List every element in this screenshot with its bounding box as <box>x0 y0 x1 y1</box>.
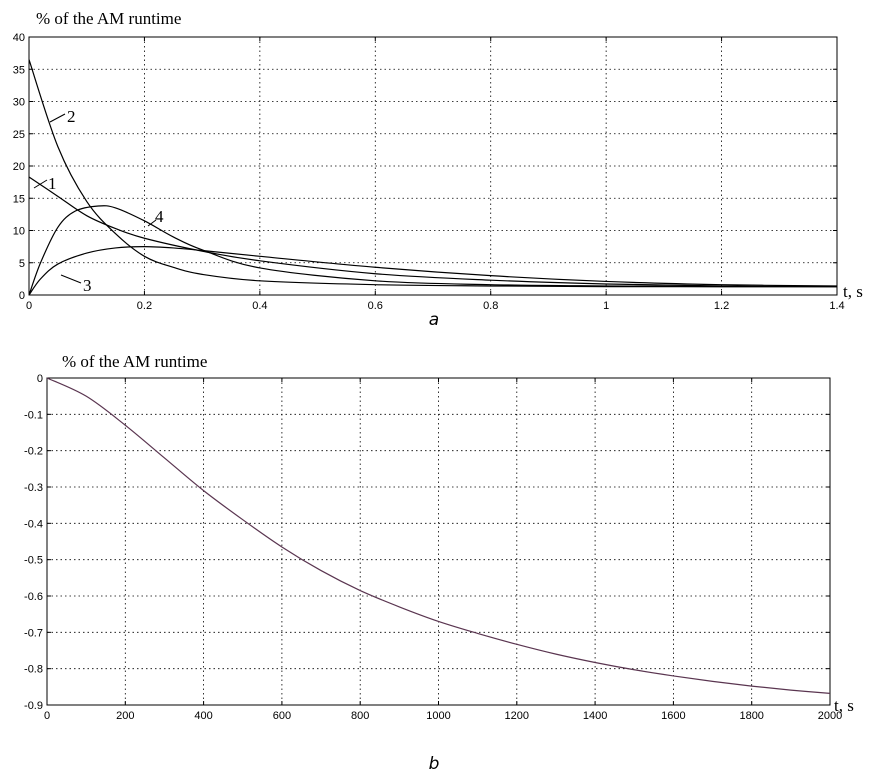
x-tick-label: 200 <box>116 710 134 722</box>
x-tick-label: 600 <box>273 710 291 722</box>
panel-caption: b <box>429 754 440 771</box>
curve-label-leader <box>33 179 48 189</box>
y-tick-label: -0.7 <box>24 627 43 639</box>
x-tick-label: 0 <box>26 300 32 312</box>
curve-label-leader <box>147 219 157 227</box>
x-tick-label: 0.4 <box>252 300 267 312</box>
x-axis-label: t, s <box>843 282 863 301</box>
y-tick-label: 25 <box>13 129 25 141</box>
x-tick-label: 800 <box>351 710 369 722</box>
chart-panel-b: 0 200 400 600 800 1000 1200 1400 1600 1800 20000-0… <box>24 352 854 771</box>
x-tick-label: 0.8 <box>483 300 498 312</box>
x-tick-label: 1600 <box>661 710 685 722</box>
series-line-3 <box>28 246 838 296</box>
y-tick-label: -0.2 <box>24 446 43 458</box>
y-tick-label: -0.6 <box>24 591 43 603</box>
y-axis-label: % of the AM runtime <box>62 352 207 371</box>
curve-label-leader <box>60 274 82 284</box>
y-tick-label: 0 <box>37 373 43 385</box>
series-line <box>46 377 831 694</box>
x-tick-label: 1400 <box>583 710 607 722</box>
y-tick-label: 0 <box>19 290 25 302</box>
curve-number-label: 2 <box>67 107 76 126</box>
x-tick-label: 0 <box>44 710 50 722</box>
x-tick-label: 0.2 <box>137 300 152 312</box>
y-tick-label: -0.5 <box>24 555 43 567</box>
y-axis-label: % of the AM runtime <box>36 9 181 28</box>
panel-caption: a <box>429 310 439 330</box>
x-tick-label: 1000 <box>426 710 450 722</box>
y-tick-label: 10 <box>13 226 25 238</box>
series-line-2 <box>28 59 837 288</box>
x-tick-label: 1.2 <box>714 300 729 312</box>
y-tick-label: 40 <box>13 32 25 44</box>
x-tick-label: 1 <box>603 300 609 312</box>
y-tick-label: -0.8 <box>24 664 43 676</box>
y-tick-label: 30 <box>13 97 25 109</box>
plot-frame <box>28 36 838 296</box>
series-line-4 <box>28 205 838 296</box>
x-tick-label: 400 <box>194 710 212 722</box>
y-tick-label: -0.1 <box>24 409 43 421</box>
x-tick-label: 1800 <box>739 710 763 722</box>
x-tick-label: 2000 <box>818 710 842 722</box>
curve-number-label: 3 <box>83 276 92 295</box>
y-tick-label: 5 <box>19 258 25 270</box>
curve-label-leader <box>49 113 66 123</box>
chart-panel-a: 0 0.2 0.4 0.6 0.8 1 1.2 1.4 0 5 10 15 20 25 30 35 40 % of… <box>13 9 863 330</box>
plot-frame <box>46 377 831 706</box>
y-tick-label: 20 <box>13 161 25 173</box>
x-axis-label: t, s <box>834 696 854 715</box>
y-tick-label: -0.3 <box>24 482 43 494</box>
y-tick-label: 15 <box>13 193 25 205</box>
x-tick-label: 0.6 <box>368 300 383 312</box>
y-tick-label: 35 <box>13 64 25 76</box>
x-tick-label: 1200 <box>505 710 529 722</box>
x-tick-label: 1.4 <box>829 300 844 312</box>
y-tick-label: -0.9 <box>24 700 43 712</box>
curve-number-label: 1 <box>48 174 57 193</box>
curve-number-label: 4 <box>155 207 164 226</box>
y-tick-label: -0.4 <box>24 518 43 530</box>
series-line-1 <box>28 176 838 288</box>
